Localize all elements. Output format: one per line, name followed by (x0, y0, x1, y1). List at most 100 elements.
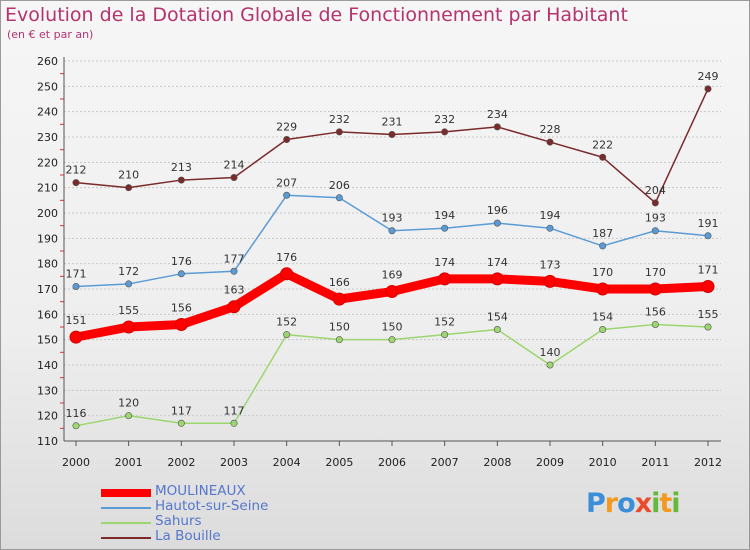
data-label: 193 (645, 212, 666, 225)
chart-title: Evolution de la Dotation Globale de Fonc… (5, 4, 628, 26)
y-tick-label: 200 (37, 207, 58, 220)
data-label: 163 (224, 284, 245, 297)
data-label: 232 (329, 113, 350, 126)
data-label: 214 (224, 159, 245, 172)
y-tick-label: 140 (37, 359, 58, 372)
data-point (493, 219, 501, 227)
data-point (441, 128, 449, 136)
data-label: 229 (276, 121, 297, 134)
data-point (335, 336, 343, 344)
data-point (283, 191, 291, 199)
data-label: 150 (329, 321, 350, 334)
data-label: 140 (540, 346, 561, 359)
data-point (72, 422, 80, 430)
legend-label: Hautot-sur-Seine (155, 498, 269, 514)
data-point (230, 174, 238, 182)
data-label: 152 (276, 316, 297, 329)
data-label: 176 (276, 251, 297, 264)
x-tick-label: 2001 (115, 456, 143, 469)
data-point (388, 227, 396, 235)
data-point (230, 419, 238, 427)
y-tick-label: 190 (37, 232, 58, 245)
data-label: 176 (171, 255, 192, 268)
data-label: 187 (592, 227, 613, 240)
series-line (75, 88, 709, 204)
data-point (125, 184, 133, 192)
data-label: 116 (66, 407, 87, 420)
data-label: 249 (698, 70, 719, 83)
legend-swatch (101, 489, 151, 497)
data-point (704, 85, 712, 93)
data-point (546, 224, 554, 232)
chart-subtitle: (en € et par an) (7, 28, 94, 41)
y-tick-label: 110 (37, 435, 58, 448)
data-label: 117 (171, 404, 192, 417)
x-tick-label: 2004 (273, 456, 301, 469)
data-point (490, 272, 504, 286)
data-point (651, 199, 659, 207)
legend-label: La Bouille (155, 528, 221, 544)
data-point (701, 279, 715, 293)
data-label: 154 (592, 311, 613, 324)
data-label: 171 (698, 263, 719, 276)
data-point (651, 227, 659, 235)
data-label: 172 (118, 265, 139, 278)
data-point (335, 128, 343, 136)
data-label: 166 (329, 276, 350, 289)
data-label: 154 (487, 311, 508, 324)
data-label: 231 (382, 115, 403, 128)
data-point (69, 330, 83, 344)
data-label: 155 (118, 304, 139, 317)
data-label: 194 (540, 209, 561, 222)
x-tick-label: 2000 (62, 456, 90, 469)
data-point (227, 300, 241, 314)
data-label: 234 (487, 108, 508, 121)
data-label: 177 (224, 252, 245, 265)
y-tick-label: 220 (37, 156, 58, 169)
data-label: 213 (171, 161, 192, 174)
data-point (493, 123, 501, 131)
data-label: 174 (434, 256, 455, 269)
logo-letter: r (604, 488, 618, 519)
y-tick-label: 150 (37, 334, 58, 347)
x-tick-label: 2009 (536, 456, 564, 469)
data-point (177, 419, 185, 427)
data-point (177, 270, 185, 278)
legend-label: Sahurs (155, 513, 202, 529)
data-point (332, 292, 346, 306)
y-tick-label: 180 (37, 258, 58, 271)
data-label: 151 (66, 314, 87, 327)
y-tick-label: 170 (37, 283, 58, 296)
data-label: 120 (118, 397, 139, 410)
x-tick-label: 2002 (167, 456, 195, 469)
data-point (335, 194, 343, 202)
legend-swatch (101, 537, 151, 539)
x-tick-label: 2005 (325, 456, 353, 469)
data-label: 194 (434, 209, 455, 222)
data-label: 193 (382, 212, 403, 225)
logo-letter: i (671, 488, 680, 519)
data-point (122, 320, 136, 334)
data-point (72, 179, 80, 187)
data-point (441, 331, 449, 339)
data-label: 228 (540, 123, 561, 136)
data-point (125, 412, 133, 420)
x-tick-label: 2007 (431, 456, 459, 469)
data-label: 169 (382, 269, 403, 282)
data-point (543, 274, 557, 288)
data-point (280, 267, 294, 281)
logo-letter: P (586, 488, 606, 519)
data-point (704, 323, 712, 331)
data-point (599, 153, 607, 161)
logo-letter: o (617, 488, 636, 519)
data-label: 173 (540, 258, 561, 271)
y-tick-label: 260 (37, 55, 58, 68)
data-point (546, 138, 554, 146)
data-point (230, 267, 238, 275)
x-tick-label: 2003 (220, 456, 248, 469)
logo-letter: x (634, 488, 652, 519)
data-point (704, 232, 712, 240)
x-tick-label: 2008 (483, 456, 511, 469)
